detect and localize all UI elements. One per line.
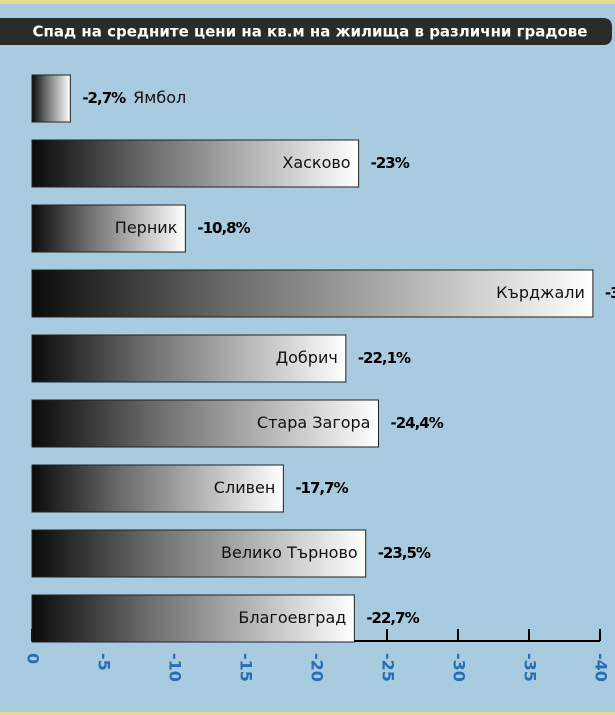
title-bar — [0, 18, 612, 45]
x-tick-label: -15 — [237, 653, 256, 682]
x-tick-label: -5 — [95, 653, 114, 671]
category-label: Сливен — [214, 478, 276, 497]
category-label: Ямбол — [133, 88, 186, 107]
bottom-stripe — [0, 712, 615, 715]
x-tick-label: -40 — [592, 653, 611, 682]
x-tick-label: -30 — [450, 653, 469, 682]
value-label: -10,8% — [197, 219, 250, 237]
value-label: -22,7% — [366, 609, 419, 627]
value-label: -2,7% — [82, 89, 126, 107]
value-label: -17,7% — [295, 479, 348, 497]
bar — [31, 334, 347, 383]
bar — [31, 399, 379, 448]
x-tick-label: -10 — [166, 653, 185, 682]
category-label: Добрич — [276, 348, 338, 367]
value-label: -23,5% — [378, 544, 431, 562]
chart-title: Спад на средните цени на кв.м на жилища … — [33, 23, 588, 41]
bar — [31, 204, 186, 253]
bar — [31, 139, 360, 188]
bar — [31, 594, 355, 643]
category-label: Благоевград — [238, 608, 346, 627]
category-label: Хасково — [282, 153, 350, 172]
value-label: -39,5% — [605, 284, 615, 302]
bar — [31, 529, 367, 578]
bar — [31, 269, 594, 318]
x-tick-label: -20 — [308, 653, 327, 682]
category-label: Стара Загора — [257, 413, 371, 432]
bar — [31, 74, 71, 123]
x-tick-label: -25 — [379, 653, 398, 682]
category-label: Велико Търново — [221, 543, 358, 562]
value-label: -22,1% — [358, 349, 411, 367]
top-stripe — [0, 0, 615, 4]
category-label: Кърджали — [496, 283, 585, 302]
x-tick-label: -35 — [521, 653, 540, 682]
value-label: -24,4% — [390, 414, 443, 432]
x-tick-label: 0 — [24, 653, 43, 664]
category-label: Перник — [115, 218, 178, 237]
bar — [31, 464, 284, 513]
value-label: -23% — [371, 154, 410, 172]
